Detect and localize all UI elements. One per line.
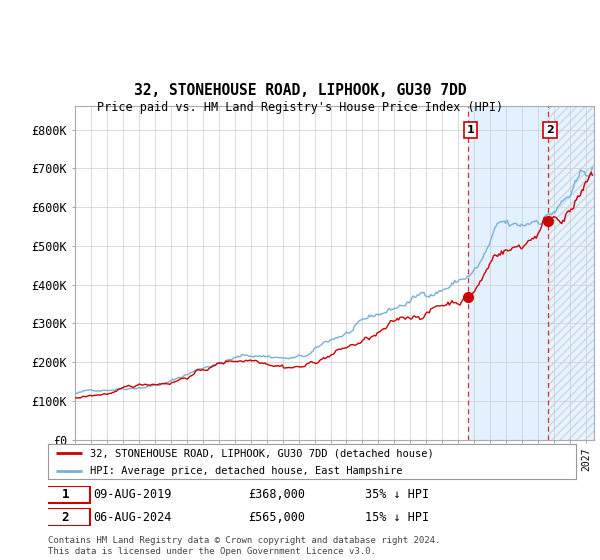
- Text: HPI: Average price, detached house, East Hampshire: HPI: Average price, detached house, East…: [90, 466, 403, 476]
- Text: 32, STONEHOUSE ROAD, LIPHOOK, GU30 7DD (detached house): 32, STONEHOUSE ROAD, LIPHOOK, GU30 7DD (…: [90, 449, 434, 459]
- FancyBboxPatch shape: [40, 486, 90, 503]
- FancyBboxPatch shape: [40, 508, 90, 526]
- Text: 2: 2: [546, 125, 554, 135]
- Text: Price paid vs. HM Land Registry's House Price Index (HPI): Price paid vs. HM Land Registry's House …: [97, 101, 503, 114]
- Text: 32, STONEHOUSE ROAD, LIPHOOK, GU30 7DD: 32, STONEHOUSE ROAD, LIPHOOK, GU30 7DD: [134, 83, 466, 98]
- Text: 2: 2: [61, 511, 69, 524]
- Text: £565,000: £565,000: [248, 511, 305, 524]
- Text: Contains HM Land Registry data © Crown copyright and database right 2024.
This d: Contains HM Land Registry data © Crown c…: [48, 536, 440, 556]
- Text: 35% ↓ HPI: 35% ↓ HPI: [365, 488, 429, 501]
- Text: 1: 1: [466, 125, 474, 135]
- Text: 1: 1: [61, 488, 69, 501]
- Text: 06-AUG-2024: 06-AUG-2024: [93, 511, 171, 524]
- Bar: [548, 106, 594, 440]
- Bar: [468, 106, 548, 440]
- Text: £368,000: £368,000: [248, 488, 305, 501]
- Text: 09-AUG-2019: 09-AUG-2019: [93, 488, 171, 501]
- Text: 15% ↓ HPI: 15% ↓ HPI: [365, 511, 429, 524]
